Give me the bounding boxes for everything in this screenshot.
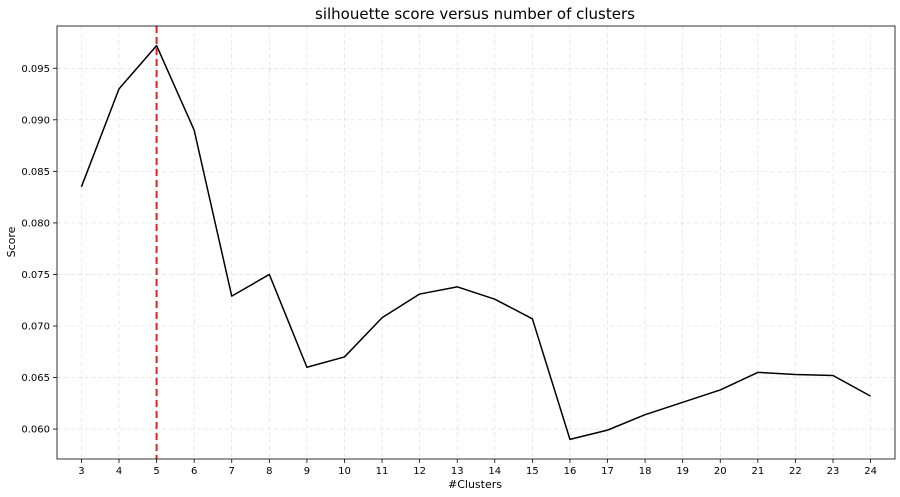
x-tick-label: 24 bbox=[864, 466, 877, 477]
x-tick-label: 20 bbox=[714, 466, 727, 477]
x-tick-label: 14 bbox=[488, 466, 501, 477]
y-ticks: 0.060 0.065 0.070 0.075 0.080 0.085 0.090 0.095 bbox=[21, 64, 57, 436]
x-tick-label: 6 bbox=[191, 466, 197, 477]
x-tick-label: 3 bbox=[78, 466, 84, 477]
x-tick-label: 8 bbox=[266, 466, 272, 477]
y-axis-label: Score bbox=[5, 226, 18, 257]
x-tick-label: 15 bbox=[526, 466, 539, 477]
y-tick-label: 0.070 bbox=[21, 322, 50, 333]
x-tick-label: 21 bbox=[751, 466, 764, 477]
x-tick-label: 4 bbox=[116, 466, 122, 477]
chart-title: silhouette score versus number of cluste… bbox=[315, 5, 635, 23]
x-tick-label: 16 bbox=[564, 466, 577, 477]
x-axis-label: #Clusters bbox=[448, 478, 502, 491]
grid-layer bbox=[57, 26, 895, 459]
y-tick-label: 0.065 bbox=[21, 373, 50, 384]
y-tick-label: 0.095 bbox=[21, 64, 50, 75]
x-tick-label: 9 bbox=[304, 466, 310, 477]
x-tick-label: 11 bbox=[376, 466, 389, 477]
x-tick-label: 18 bbox=[639, 466, 652, 477]
x-ticks: 3 4 5 6 7 8 9 10 11 12 13 14 15 16 17 18 19 20 21 22 23 24 bbox=[78, 459, 877, 477]
series-layer bbox=[80, 44, 871, 441]
x-tick-label: 22 bbox=[789, 466, 802, 477]
y-tick-label: 0.075 bbox=[21, 270, 50, 281]
x-tick-label: 19 bbox=[676, 466, 689, 477]
x-tick-label: 10 bbox=[338, 466, 351, 477]
y-tick-label: 0.090 bbox=[21, 115, 50, 126]
y-tick-label: 0.080 bbox=[21, 218, 50, 229]
x-tick-label: 23 bbox=[827, 466, 840, 477]
plot-frame bbox=[56, 25, 896, 460]
y-tick-label: 0.085 bbox=[21, 167, 50, 178]
x-tick-label: 17 bbox=[601, 466, 614, 477]
y-tick-label: 0.060 bbox=[21, 425, 50, 436]
x-tick-label: 5 bbox=[153, 466, 159, 477]
score-line bbox=[80, 44, 871, 441]
x-tick-label: 7 bbox=[229, 466, 235, 477]
x-tick-label: 12 bbox=[413, 466, 426, 477]
x-tick-label: 13 bbox=[451, 466, 464, 477]
